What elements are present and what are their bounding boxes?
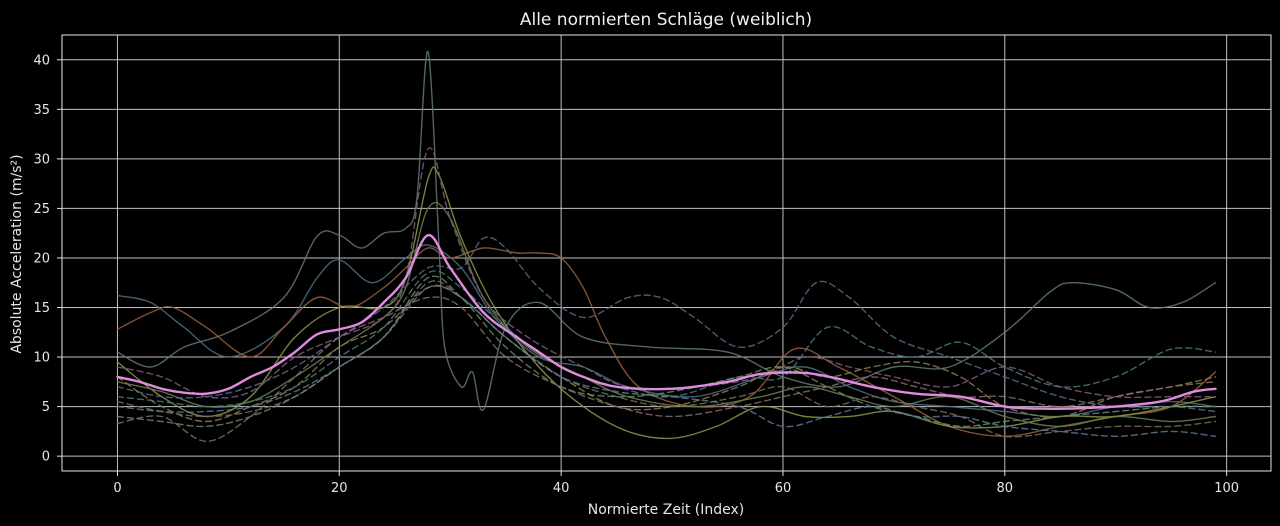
y-tick-label: 0 (42, 450, 50, 465)
y-tick-label: 30 (33, 152, 50, 167)
chart-title: Alle normierten Schläge (weiblich) (520, 10, 812, 30)
x-tick-label: 40 (553, 481, 570, 496)
y-tick-label: 40 (33, 53, 50, 68)
mean-series-line (116, 234, 1217, 411)
y-tick-label: 20 (33, 251, 50, 266)
series-group (116, 51, 1217, 442)
series-line-4 (116, 166, 1217, 440)
x-tick-label: 20 (331, 481, 348, 496)
y-tick-label: 10 (33, 351, 50, 366)
x-tick-label: 80 (997, 481, 1014, 496)
series-line-7 (116, 236, 1217, 413)
series-line-12 (116, 296, 1217, 442)
y-tick-label: 5 (42, 400, 50, 415)
series-line-13 (116, 284, 1217, 437)
x-tick-label: 0 (113, 481, 121, 496)
plot-area-frame (61, 34, 1272, 472)
x-tick-label: 60 (775, 481, 792, 496)
x-tick-label: 100 (1214, 481, 1239, 496)
y-tick-label: 25 (33, 202, 50, 217)
axis-ticks: 0 20 40 60 80 100 0 5 10 15 20 25 30 35 40 (33, 53, 1239, 496)
x-axis-label: Normierte Zeit (Index) (588, 502, 745, 518)
y-tick-label: 15 (33, 301, 50, 316)
grid (62, 35, 1271, 471)
series-line-1 (116, 51, 1217, 411)
y-axis-label: Absolute Acceleration (m/s²) (9, 154, 25, 353)
series-line-6 (116, 147, 1217, 399)
series-line-11 (116, 275, 1217, 428)
y-tick-label: 35 (33, 103, 50, 118)
series-line-3 (116, 247, 1217, 437)
